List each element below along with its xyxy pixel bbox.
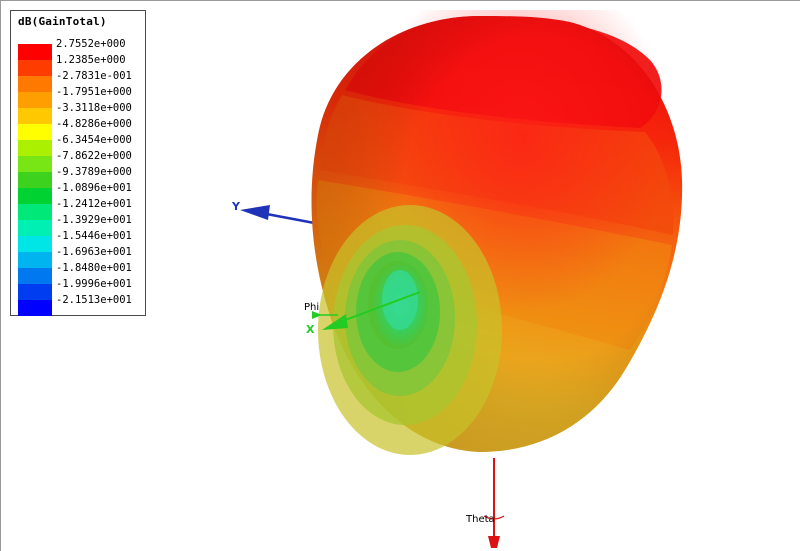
legend-swatch [18, 44, 52, 60]
legend-entry: -1.8480e+001 [18, 262, 146, 284]
legend-entry: -1.2412e+001 [18, 198, 146, 220]
legend-value: 1.2385e+000 [56, 54, 126, 66]
legend-swatch [18, 60, 52, 76]
gain-surface [300, 10, 700, 470]
legend-value: -4.8286e+000 [56, 118, 132, 130]
legend-swatch [18, 124, 52, 140]
legend-swatch [18, 284, 52, 300]
legend-value: 2.7552e+000 [56, 38, 126, 50]
legend-swatch [18, 156, 52, 172]
legend-title: dB(GainTotal) [18, 15, 107, 28]
legend-swatch [18, 92, 52, 108]
legend-entry: -6.3454e+000 [18, 134, 146, 156]
viewport-border-left [0, 0, 1, 551]
legend-swatch [18, 188, 52, 204]
legend-entry: -7.8622e+000 [18, 150, 146, 172]
legend-swatch [18, 76, 52, 92]
legend-entry: 1.2385e+000 [18, 54, 146, 76]
legend-entry: -1.6963e+001 [18, 246, 146, 268]
legend-value: -6.3454e+000 [56, 134, 132, 146]
legend-entry: -9.3789e+000 [18, 166, 146, 188]
legend-value: -1.2412e+001 [56, 198, 132, 210]
legend-swatch [18, 172, 52, 188]
x-axis-label: X [306, 323, 315, 336]
legend-entry: -3.3118e+000 [18, 102, 146, 124]
legend-value: -1.6963e+001 [56, 246, 132, 258]
color-scale-legend: dB(GainTotal) 2.7552e+000 1.2385e+000 -2… [10, 10, 146, 316]
legend-entry: -1.9996e+001 [18, 278, 146, 300]
legend-value: -1.3929e+001 [56, 214, 132, 226]
theta-label: Theta [465, 514, 495, 525]
legend-entry: -2.7831e-001 [18, 70, 146, 92]
legend-value: -9.3789e+000 [56, 166, 132, 178]
legend-entry: 2.7552e+000 [18, 38, 146, 60]
legend-swatch [18, 236, 52, 252]
legend-value: -1.7951e+000 [56, 86, 132, 98]
legend-value: -1.8480e+001 [56, 262, 132, 274]
viewport-border-top [0, 0, 800, 1]
theta-axis: Theta [465, 458, 505, 548]
legend-value: -2.1513e+001 [56, 294, 132, 306]
legend-entry: -2.1513e+001 [18, 294, 146, 316]
phi-indicator: Phi [304, 302, 338, 319]
legend-value: -7.8622e+000 [56, 150, 132, 162]
legend-swatch [18, 220, 52, 236]
x-axis: X [306, 291, 421, 336]
legend-value: -2.7831e-001 [56, 70, 132, 82]
legend-value: -1.9996e+001 [56, 278, 132, 290]
legend-entry: -1.7951e+000 [18, 86, 146, 108]
legend-swatch [18, 140, 52, 156]
legend-swatch [18, 300, 52, 316]
legend-swatch [18, 268, 52, 284]
legend-value: -3.3118e+000 [56, 102, 132, 114]
legend-swatch [18, 204, 52, 220]
legend-value: -1.5446e+001 [56, 230, 132, 242]
phi-label: Phi [304, 302, 319, 313]
legend-swatch [18, 108, 52, 124]
legend-value: -1.0896e+001 [56, 182, 132, 194]
y-axis-label: Y [231, 200, 241, 213]
legend-entry: -4.8286e+000 [18, 118, 146, 140]
legend-entry: -1.3929e+001 [18, 214, 146, 236]
legend-entry: -1.0896e+001 [18, 182, 146, 204]
legend-entry: -1.5446e+001 [18, 230, 146, 252]
legend-swatch [18, 252, 52, 268]
